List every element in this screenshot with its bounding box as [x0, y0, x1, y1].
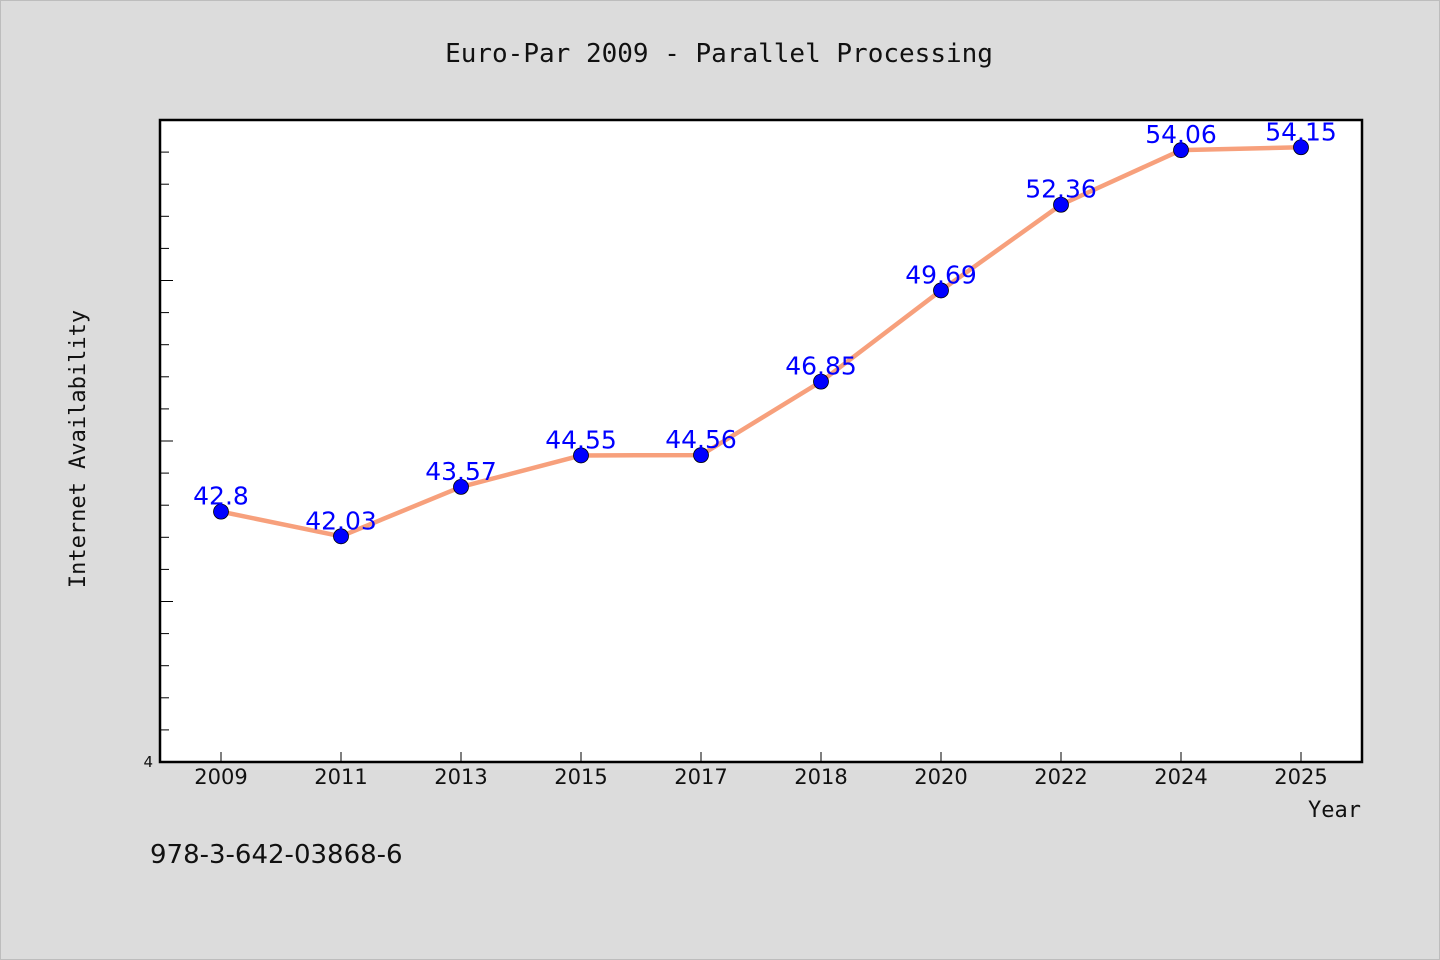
data-label: 42.8	[193, 482, 249, 511]
x-axis-label: Year	[1308, 798, 1361, 823]
data-point	[693, 447, 709, 464]
y-axis-ticks	[160, 119, 173, 731]
plot-area	[158, 118, 1364, 764]
x-tick-label: 2013	[434, 765, 487, 789]
data-point	[453, 479, 469, 495]
data-label: 42.03	[305, 506, 377, 535]
data-point	[933, 282, 949, 299]
series-layer	[213, 139, 1309, 545]
x-tick-label: 2011	[314, 765, 367, 789]
y-axis-label: Internet Availability	[66, 310, 91, 588]
data-point	[573, 447, 589, 464]
x-tick-label: 2015	[554, 765, 607, 789]
chart-title: Euro-Par 2009 - Parallel Processing	[445, 39, 993, 69]
isbn-text: 978-3-642-03868-6	[150, 840, 403, 870]
series-line	[218, 145, 1304, 539]
data-point	[333, 528, 349, 545]
data-label: 44.56	[665, 425, 737, 454]
data-point	[213, 503, 229, 520]
x-tick-label: 2020	[914, 765, 967, 789]
data-label: 54.06	[1145, 120, 1217, 149]
data-label: 46.85	[785, 352, 857, 381]
y-tick-label: 4	[143, 753, 153, 771]
x-tick-label: 2022	[1034, 765, 1087, 789]
x-tick-label: 2009	[194, 765, 247, 789]
x-tick-label: 2017	[674, 765, 727, 789]
data-label: 54.15	[1265, 117, 1337, 146]
data-point	[1293, 139, 1309, 156]
data-labels: 42.8 42.03 43.57 44.55 44.56 46.85 49.69 52.36 5…	[193, 117, 1337, 535]
x-axis-ticks: 2009 2011 2013 2015 2017 2018 2020 2022 2024 2025	[194, 752, 1328, 789]
data-point	[1173, 142, 1189, 159]
data-label: 44.55	[545, 425, 617, 454]
data-label: 52.36	[1025, 175, 1097, 204]
data-point	[1053, 196, 1069, 213]
x-tick-label: 2018	[794, 765, 847, 789]
x-tick-label: 2024	[1154, 765, 1207, 789]
x-tick-label: 2025	[1274, 765, 1327, 789]
data-label: 43.57	[425, 457, 497, 486]
data-point	[813, 373, 829, 390]
data-label: 49.69	[905, 260, 977, 289]
